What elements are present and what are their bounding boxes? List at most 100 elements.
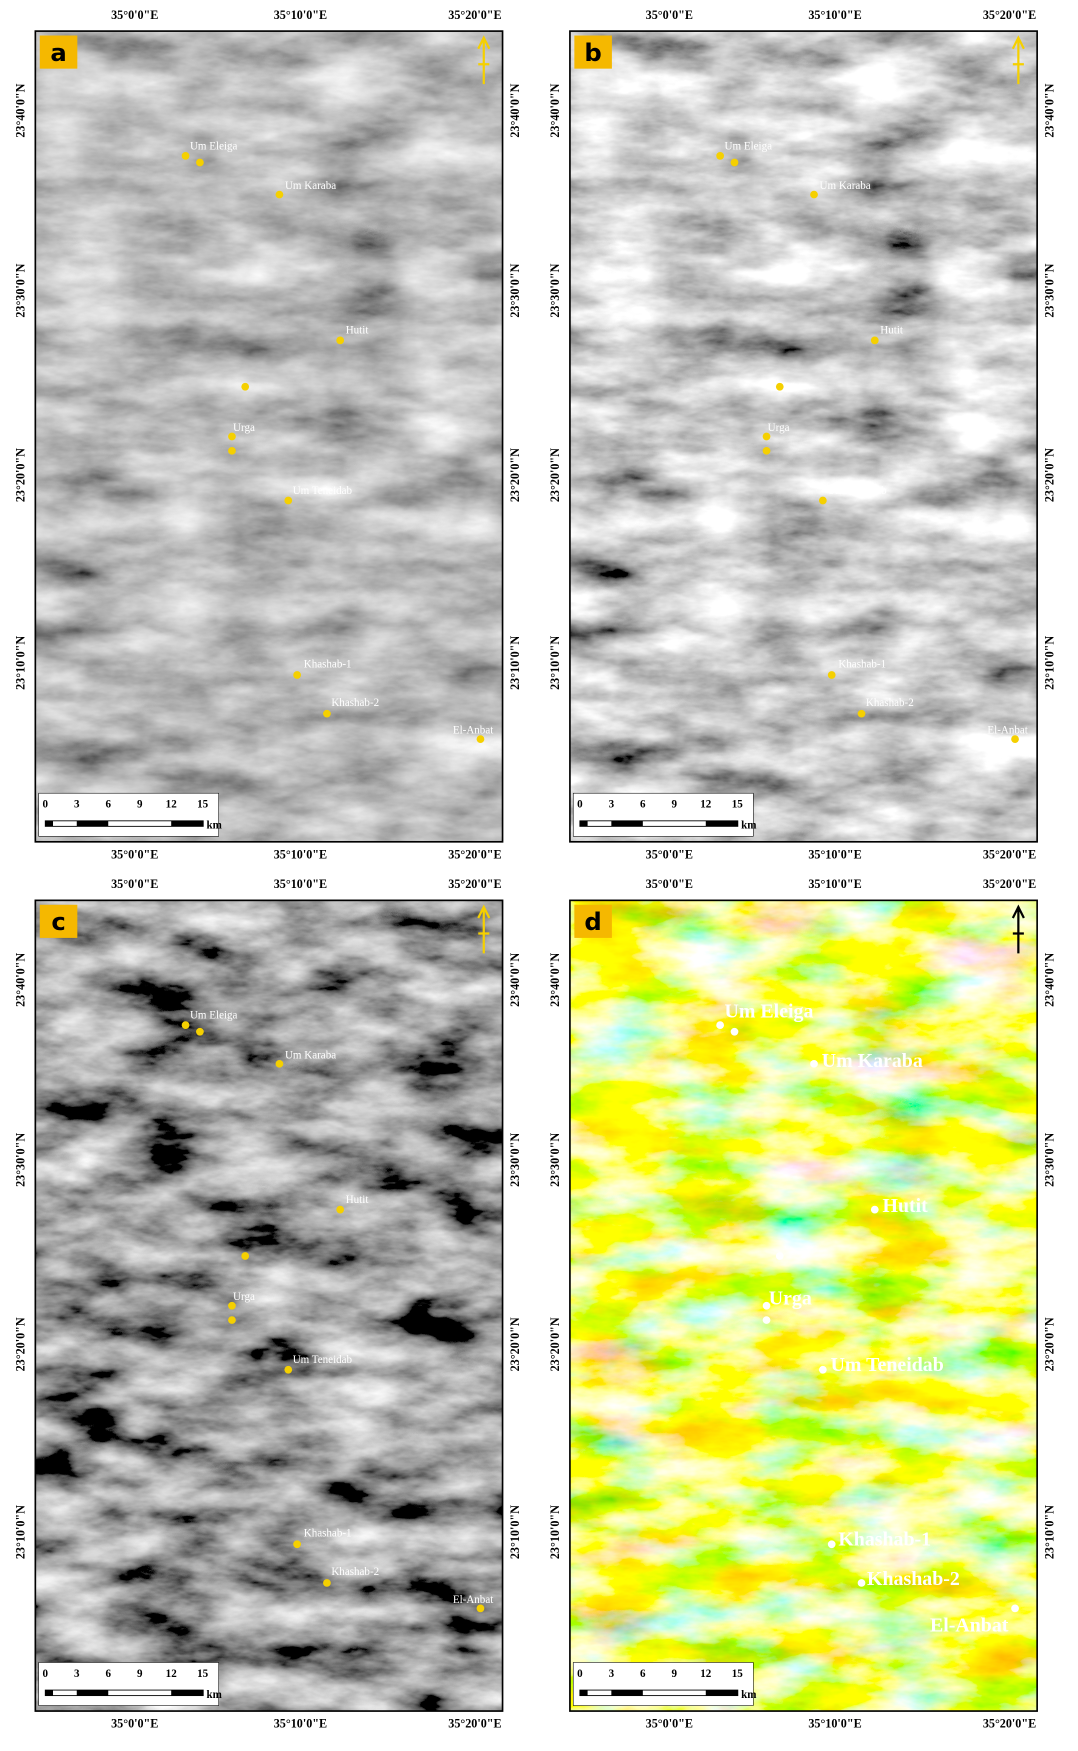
figure: a 35°0'0"E 35°0'0"E 35°10'0"E 35°10'0"E 35°20… <box>0 0 1078 1751</box>
scale-tick-label: 0 <box>43 1668 49 1680</box>
place-name: Hutit <box>883 1195 929 1217</box>
latitude-label: 23°40'0"N <box>13 953 27 1007</box>
scale-tick-label: 0 <box>577 799 583 811</box>
latitude-label: 23°10'0"N <box>548 1505 562 1559</box>
site-marker <box>336 1206 344 1214</box>
place-name: Um Teneidab <box>827 485 887 497</box>
latitude-label: 23°30'0"N <box>548 263 562 317</box>
site-marker <box>810 1060 818 1068</box>
place-name: Um Karaba <box>822 1050 923 1072</box>
site-marker <box>871 337 879 345</box>
place-name: El-Anbat <box>453 725 493 737</box>
scale-bar-fill <box>580 821 588 827</box>
latitude-label: 23°20'0"N <box>548 448 562 502</box>
scale-tick-label: 15 <box>197 799 209 811</box>
scale-tick-label: 6 <box>640 799 646 811</box>
map-panel: b35°0'0"E35°0'0"E35°10'0"E35°10'0"E35°20… <box>548 8 1057 861</box>
scale-tick-label: 6 <box>640 1668 646 1680</box>
place-name: Khashab-1 <box>838 658 886 670</box>
scale-bar-fill <box>171 1690 203 1696</box>
place-name: El-Anbat <box>930 1615 1009 1637</box>
longitude-label: 35°20'0"E <box>448 877 501 891</box>
site-marker <box>810 191 818 199</box>
latitude-label: 23°40'0"N <box>508 83 522 137</box>
place-name: El-Anbat <box>987 725 1027 737</box>
longitude-label: 35°0'0"E <box>646 847 693 861</box>
latitude-label: 23°40'0"N <box>508 953 522 1007</box>
scale-tick-label: 15 <box>197 1668 209 1680</box>
satellite-image <box>35 900 502 1711</box>
longitude-label: 35°20'0"E <box>983 1717 1036 1731</box>
scale-tick-label: 3 <box>609 1668 615 1680</box>
site-marker <box>241 383 249 391</box>
site-marker <box>776 1252 784 1260</box>
latitude-label: 23°20'0"N <box>1043 1317 1057 1371</box>
place-name: Um Eleiga <box>190 140 238 152</box>
longitude-label: 35°10'0"E <box>808 847 861 861</box>
site-marker <box>196 1028 204 1036</box>
longitude-label: 35°20'0"E <box>448 847 501 861</box>
place-name: Khashab-1 <box>838 1528 931 1550</box>
site-marker <box>284 1366 292 1374</box>
scale-bar-box <box>573 793 753 836</box>
site-marker <box>819 497 827 505</box>
place-name: Um Teneidab <box>831 1354 944 1376</box>
latitude-label: 23°20'0"N <box>13 1317 27 1371</box>
scale-bar-fill <box>611 1690 642 1696</box>
latitude-label: 23°30'0"N <box>1043 1133 1057 1187</box>
scale-tick-label: 12 <box>166 1668 178 1680</box>
place-name: Urga <box>769 1288 812 1310</box>
latitude-label: 23°30'0"N <box>508 1133 522 1187</box>
scale-bar: 03691215km <box>39 1662 222 1705</box>
site-marker <box>323 1579 331 1587</box>
scale-tick-label: 15 <box>732 1668 744 1680</box>
longitude-label: 35°10'0"E <box>808 877 861 891</box>
latitude-label: 23°20'0"N <box>548 1317 562 1371</box>
scale-tick-label: 0 <box>577 1668 583 1680</box>
longitude-label: 35°10'0"E <box>274 8 327 22</box>
place-name: Urga <box>233 422 255 434</box>
longitude-label: 35°0'0"E <box>111 877 158 891</box>
place-name: Um Eleiga <box>190 1010 238 1022</box>
scale-tick-label: 3 <box>74 799 80 811</box>
scale-bar-fill <box>171 821 203 827</box>
latitude-label: 23°30'0"N <box>508 263 522 317</box>
panel-label: a <box>50 38 66 67</box>
longitude-label: 35°10'0"E <box>808 1717 861 1731</box>
longitude-label: 35°20'0"E <box>983 8 1036 22</box>
scale-unit: km <box>741 820 756 832</box>
place-name: Hutit <box>346 1194 369 1206</box>
scale-bar: 03691215km <box>39 793 222 836</box>
satellite-image <box>570 31 1037 842</box>
longitude-label: 35°10'0"E <box>274 1717 327 1731</box>
latitude-label: 23°10'0"N <box>508 636 522 690</box>
site-marker <box>293 671 301 679</box>
map-panel: d35°0'0"E35°0'0"E35°10'0"E35°10'0"E35°20… <box>548 877 1057 1730</box>
site-marker <box>276 1060 284 1068</box>
site-marker <box>336 337 344 345</box>
site-marker <box>819 1366 827 1374</box>
scale-bar-fill <box>45 821 53 827</box>
scale-bar-fill <box>611 821 642 827</box>
scale-tick-label: 9 <box>672 1668 678 1680</box>
scale-bar-fill <box>706 821 738 827</box>
place-name: Um Eleiga <box>725 1000 814 1022</box>
site-marker <box>284 497 292 505</box>
place-name: Hutit <box>346 325 369 337</box>
scale-bar-fill <box>77 1690 108 1696</box>
longitude-label: 35°0'0"E <box>111 8 158 22</box>
scale-tick-label: 3 <box>609 799 615 811</box>
scale-tick-label: 12 <box>166 799 178 811</box>
place-name: Khashab-2 <box>866 697 914 709</box>
scale-tick-label: 12 <box>700 1668 712 1680</box>
latitude-label: 23°10'0"N <box>1043 1505 1057 1559</box>
latitude-label: 23°40'0"N <box>1043 953 1057 1007</box>
site-marker <box>731 159 739 167</box>
site-marker <box>763 447 771 455</box>
place-name: Um Teneidab <box>293 485 353 497</box>
longitude-label: 35°0'0"E <box>646 8 693 22</box>
longitude-label: 35°0'0"E <box>111 1717 158 1731</box>
scale-tick-label: 15 <box>732 799 744 811</box>
latitude-label: 23°30'0"N <box>13 1133 27 1187</box>
longitude-label: 35°10'0"E <box>274 847 327 861</box>
